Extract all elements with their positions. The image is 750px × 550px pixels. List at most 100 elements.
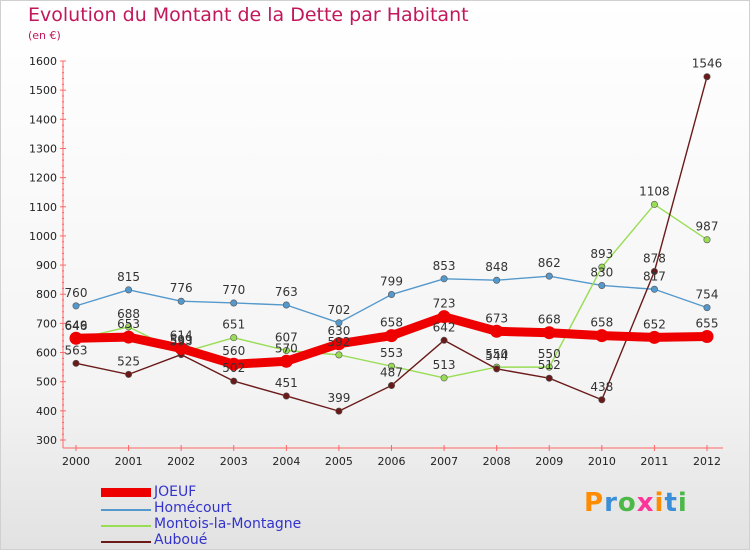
data-point (335, 351, 343, 359)
data-point (385, 329, 398, 343)
data-point (227, 357, 241, 371)
data-point (125, 286, 133, 294)
data-point (125, 370, 133, 378)
data-label: 668 (538, 313, 561, 327)
data-label: 550 (538, 347, 561, 361)
data-label: 646 (65, 319, 88, 333)
data-label: 702 (327, 303, 350, 317)
data-label: 592 (327, 335, 350, 349)
data-point (72, 359, 80, 367)
legend-swatch-homecourt (101, 509, 151, 511)
y-tick-label: 1000 (29, 230, 57, 243)
data-point (703, 304, 711, 312)
proxiti-logo: Proxiti (584, 488, 688, 518)
data-point (545, 272, 553, 280)
data-point (598, 263, 606, 271)
y-tick-label: 700 (36, 317, 57, 330)
data-point (440, 336, 448, 344)
y-tick-label: 1300 (29, 142, 57, 155)
logo-letter: i (654, 488, 665, 518)
logo-letter: x (636, 488, 655, 518)
data-label: 817 (643, 269, 666, 283)
data-point (69, 331, 83, 345)
data-point (490, 324, 504, 338)
data-point (545, 374, 553, 382)
logo-letter: o (617, 488, 637, 518)
data-label: 658 (590, 316, 613, 330)
data-label: 651 (222, 318, 245, 332)
data-label: 987 (696, 220, 719, 234)
series-line (75, 76, 708, 412)
data-label: 487 (380, 365, 403, 379)
data-point (177, 297, 185, 305)
data-label: 658 (380, 316, 403, 330)
data-point (493, 276, 501, 284)
y-tick-label: 1400 (29, 113, 57, 126)
legend-label-joeuf: JOEUF (154, 484, 197, 500)
data-label: 770 (222, 283, 245, 297)
x-tick-label: 2005 (325, 455, 353, 468)
data-label: 593 (170, 335, 193, 349)
chart-unit: (en €) (28, 29, 61, 42)
x-tick-label: 2008 (483, 455, 511, 468)
data-label: 553 (380, 346, 403, 360)
y-tick-label: 1100 (29, 201, 57, 214)
y-tick-label: 800 (36, 288, 57, 301)
data-point (387, 381, 395, 389)
data-point (545, 363, 553, 371)
data-point (700, 330, 714, 344)
x-tick-label: 2003 (220, 455, 248, 468)
x-tick-label: 2002 (167, 455, 195, 468)
logo-letter: t (664, 488, 678, 518)
data-point (647, 330, 661, 344)
data-label: 1108 (639, 184, 670, 198)
x-tick-label: 2012 (693, 455, 721, 468)
data-label: 776 (170, 281, 193, 295)
data-point (387, 291, 395, 299)
data-label: 862 (538, 256, 561, 270)
y-tick-label: 400 (36, 405, 57, 418)
y-tick-label: 1500 (29, 84, 57, 97)
data-label: 563 (65, 343, 88, 357)
data-point (335, 407, 343, 415)
data-point (282, 346, 290, 354)
data-point (493, 365, 501, 373)
data-point (703, 236, 711, 244)
data-label: 399 (327, 391, 350, 405)
data-label: 560 (222, 344, 245, 358)
data-label: 607 (275, 330, 298, 344)
data-point (279, 354, 293, 368)
data-label: 688 (117, 307, 140, 321)
data-point (230, 299, 238, 307)
y-tick-label: 1600 (29, 55, 57, 68)
data-label: 653 (117, 317, 140, 331)
data-point (332, 337, 346, 351)
data-label: 502 (222, 361, 245, 375)
data-point (72, 302, 80, 310)
data-point (282, 392, 290, 400)
data-label: 642 (433, 320, 456, 334)
data-point (542, 326, 556, 340)
data-point (230, 334, 238, 342)
data-label: 848 (485, 260, 508, 274)
data-point (650, 267, 658, 275)
data-point (650, 200, 658, 208)
data-label: 451 (275, 376, 298, 390)
data-label: 614 (170, 328, 193, 342)
x-tick-label: 2001 (115, 455, 143, 468)
data-point (598, 396, 606, 404)
data-point (598, 281, 606, 289)
data-label: 570 (275, 341, 298, 355)
data-point (387, 362, 395, 370)
legend-swatch-joeuf (101, 488, 151, 497)
y-tick-label: 300 (36, 434, 57, 447)
legend-label-auboue: Auboué (154, 532, 208, 548)
data-point (282, 301, 290, 309)
data-point (437, 310, 451, 324)
x-tick-label: 2004 (272, 455, 300, 468)
data-label: 754 (696, 288, 719, 302)
data-point (650, 285, 658, 293)
x-tick-label: 2007 (430, 455, 458, 468)
data-label: 1546 (692, 57, 723, 71)
